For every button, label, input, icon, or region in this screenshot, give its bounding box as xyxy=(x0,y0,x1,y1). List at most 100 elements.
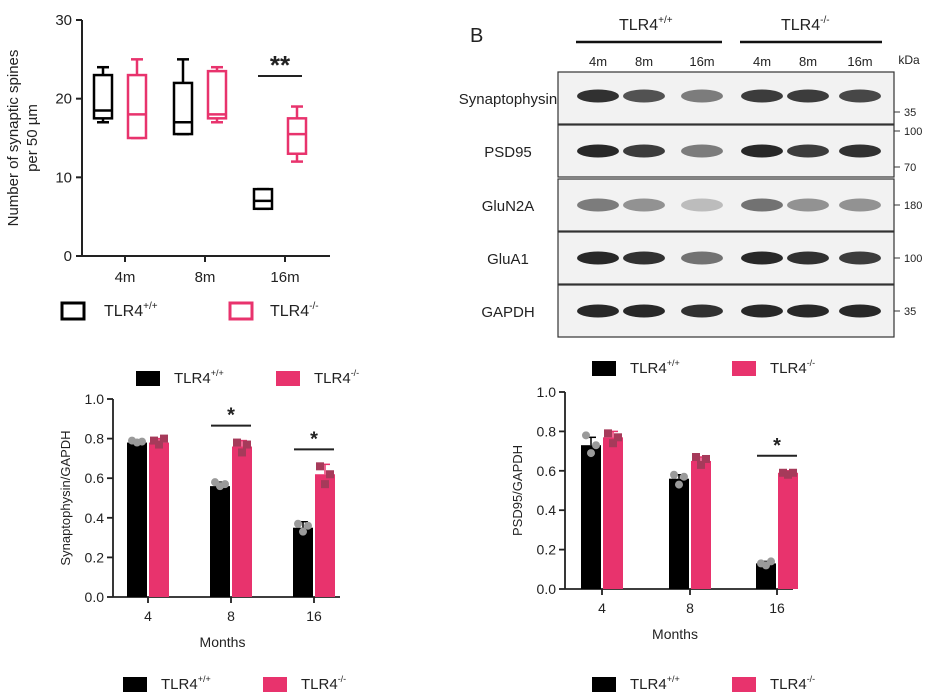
data-point xyxy=(299,527,307,536)
data-point xyxy=(697,460,705,469)
significance-mark: * xyxy=(310,428,318,450)
data-point xyxy=(326,470,334,479)
blot-band xyxy=(839,251,881,265)
kda-marker: 35 xyxy=(904,107,916,119)
blot-row-psd95: PSD95 100 70 xyxy=(484,124,922,178)
box-rect xyxy=(286,117,308,155)
legend-swatch-ko xyxy=(263,677,287,692)
box-rect xyxy=(126,73,148,140)
blot-band xyxy=(577,251,619,265)
bar xyxy=(149,442,169,597)
x-tick-label: 8 xyxy=(686,600,694,616)
blot-row-synaptophysin: Synaptophysin 35 xyxy=(459,71,916,125)
blot-band xyxy=(741,251,783,265)
y-tick-label: 0.0 xyxy=(85,589,105,605)
x-axis-label: Months xyxy=(652,626,698,642)
legend-label-wt: TLR4+/+ xyxy=(161,674,211,693)
y-tick-label: 10 xyxy=(55,169,72,186)
x-tick-label: 16 xyxy=(769,600,785,616)
bar xyxy=(581,445,601,589)
data-point xyxy=(221,480,229,489)
x-tick-label: 4 xyxy=(144,608,152,624)
protein-label: GluA1 xyxy=(487,251,529,268)
blot-band xyxy=(623,198,665,212)
legend-label-wt: TLR4+/+ xyxy=(104,301,158,320)
lane-label: 16m xyxy=(847,54,872,69)
kda-marker: 100 xyxy=(904,253,922,265)
data-point xyxy=(138,437,146,446)
x-tick-label: 4 xyxy=(598,600,606,616)
blot-band xyxy=(839,89,881,103)
data-point xyxy=(238,448,246,457)
legend-label-ko: TLR4-/- xyxy=(770,674,815,693)
data-point xyxy=(692,453,700,462)
bar xyxy=(691,460,711,589)
blot-band xyxy=(623,144,665,158)
lane-label: 16m xyxy=(689,54,714,69)
blot-row-glua1: GluA1 100 xyxy=(487,231,922,285)
y-tick-label: 0.6 xyxy=(85,470,105,486)
protein-label: GluN2A xyxy=(482,198,535,215)
bar xyxy=(293,527,313,597)
bar xyxy=(232,446,252,597)
legend-swatch-wt xyxy=(592,361,616,376)
legend-swatch-ko xyxy=(228,301,254,321)
box-rect xyxy=(172,81,194,136)
legend-label-ko: TLR4-/- xyxy=(314,368,359,387)
kda-label: kDa xyxy=(898,53,920,67)
blot-band xyxy=(741,198,783,212)
x-tick-label: 4m xyxy=(115,269,136,286)
y-tick-label: 1.0 xyxy=(85,391,105,407)
x-tick-label: 16m xyxy=(270,269,299,286)
legend-label-ko: TLR4-/- xyxy=(301,674,346,693)
legend-swatch-ko xyxy=(732,677,756,692)
kda-marker: 100 xyxy=(904,126,922,138)
data-point xyxy=(304,521,312,530)
data-point xyxy=(587,449,595,458)
blot-band xyxy=(681,198,723,212)
blot-band xyxy=(787,304,829,318)
blot-band xyxy=(681,144,723,158)
psd95-legend-top: TLR4+/+ TLR4-/- xyxy=(592,358,815,377)
blot-row-gapdh: GAPDH 35 xyxy=(481,284,916,338)
legend-label-ko: TLR4-/- xyxy=(270,301,319,320)
blot-band xyxy=(577,304,619,318)
blot-band xyxy=(787,251,829,265)
protein-label: PSD95 xyxy=(484,144,532,161)
legend-label-wt: TLR4+/+ xyxy=(630,358,680,377)
data-point xyxy=(614,433,622,442)
lane-label: 4m xyxy=(753,54,771,69)
data-point xyxy=(670,470,678,479)
bar xyxy=(315,474,335,597)
legend-label-wt: TLR4+/+ xyxy=(174,368,224,387)
blot-band xyxy=(787,89,829,103)
y-tick-label: 0.8 xyxy=(537,423,557,439)
legend-swatch-wt xyxy=(136,371,160,386)
legend-swatch-wt xyxy=(123,677,147,692)
significance-mark: * xyxy=(227,405,235,427)
legend-label-wt: TLR4+/+ xyxy=(630,674,680,693)
kda-marker: 35 xyxy=(904,306,916,318)
box-rect xyxy=(92,73,114,120)
data-point xyxy=(150,436,158,445)
data-point xyxy=(604,429,612,438)
bar xyxy=(756,563,776,589)
psd95-chart: 0.0 0.2 0.4 0.6 0.8 1.0 PSD95/GAPDH 4 8 16 Months * xyxy=(510,384,798,642)
y-axis-label: PSD95/GAPDH xyxy=(510,445,525,536)
spines-legend: TLR4+/+ TLR4-/- xyxy=(60,301,319,321)
y-tick-label: 0.4 xyxy=(85,510,105,526)
blot-band xyxy=(839,198,881,212)
bar xyxy=(778,472,798,589)
legend-swatch-wt xyxy=(592,677,616,692)
significance-mark: * xyxy=(773,435,781,457)
data-point xyxy=(160,434,168,443)
blot-band xyxy=(577,198,619,212)
data-point xyxy=(321,480,329,489)
blot-band xyxy=(741,144,783,158)
synaptophysin-chart: 0.0 0.2 0.4 0.6 0.8 1.0 Synaptophysin/GAPDH 4 8 1… xyxy=(58,391,340,650)
data-point xyxy=(233,438,241,447)
blot-band xyxy=(681,89,723,103)
blot-row-glun2a: GluN2A 180 xyxy=(482,178,922,232)
data-point xyxy=(702,454,710,463)
y-tick-label: 30 xyxy=(55,12,72,29)
